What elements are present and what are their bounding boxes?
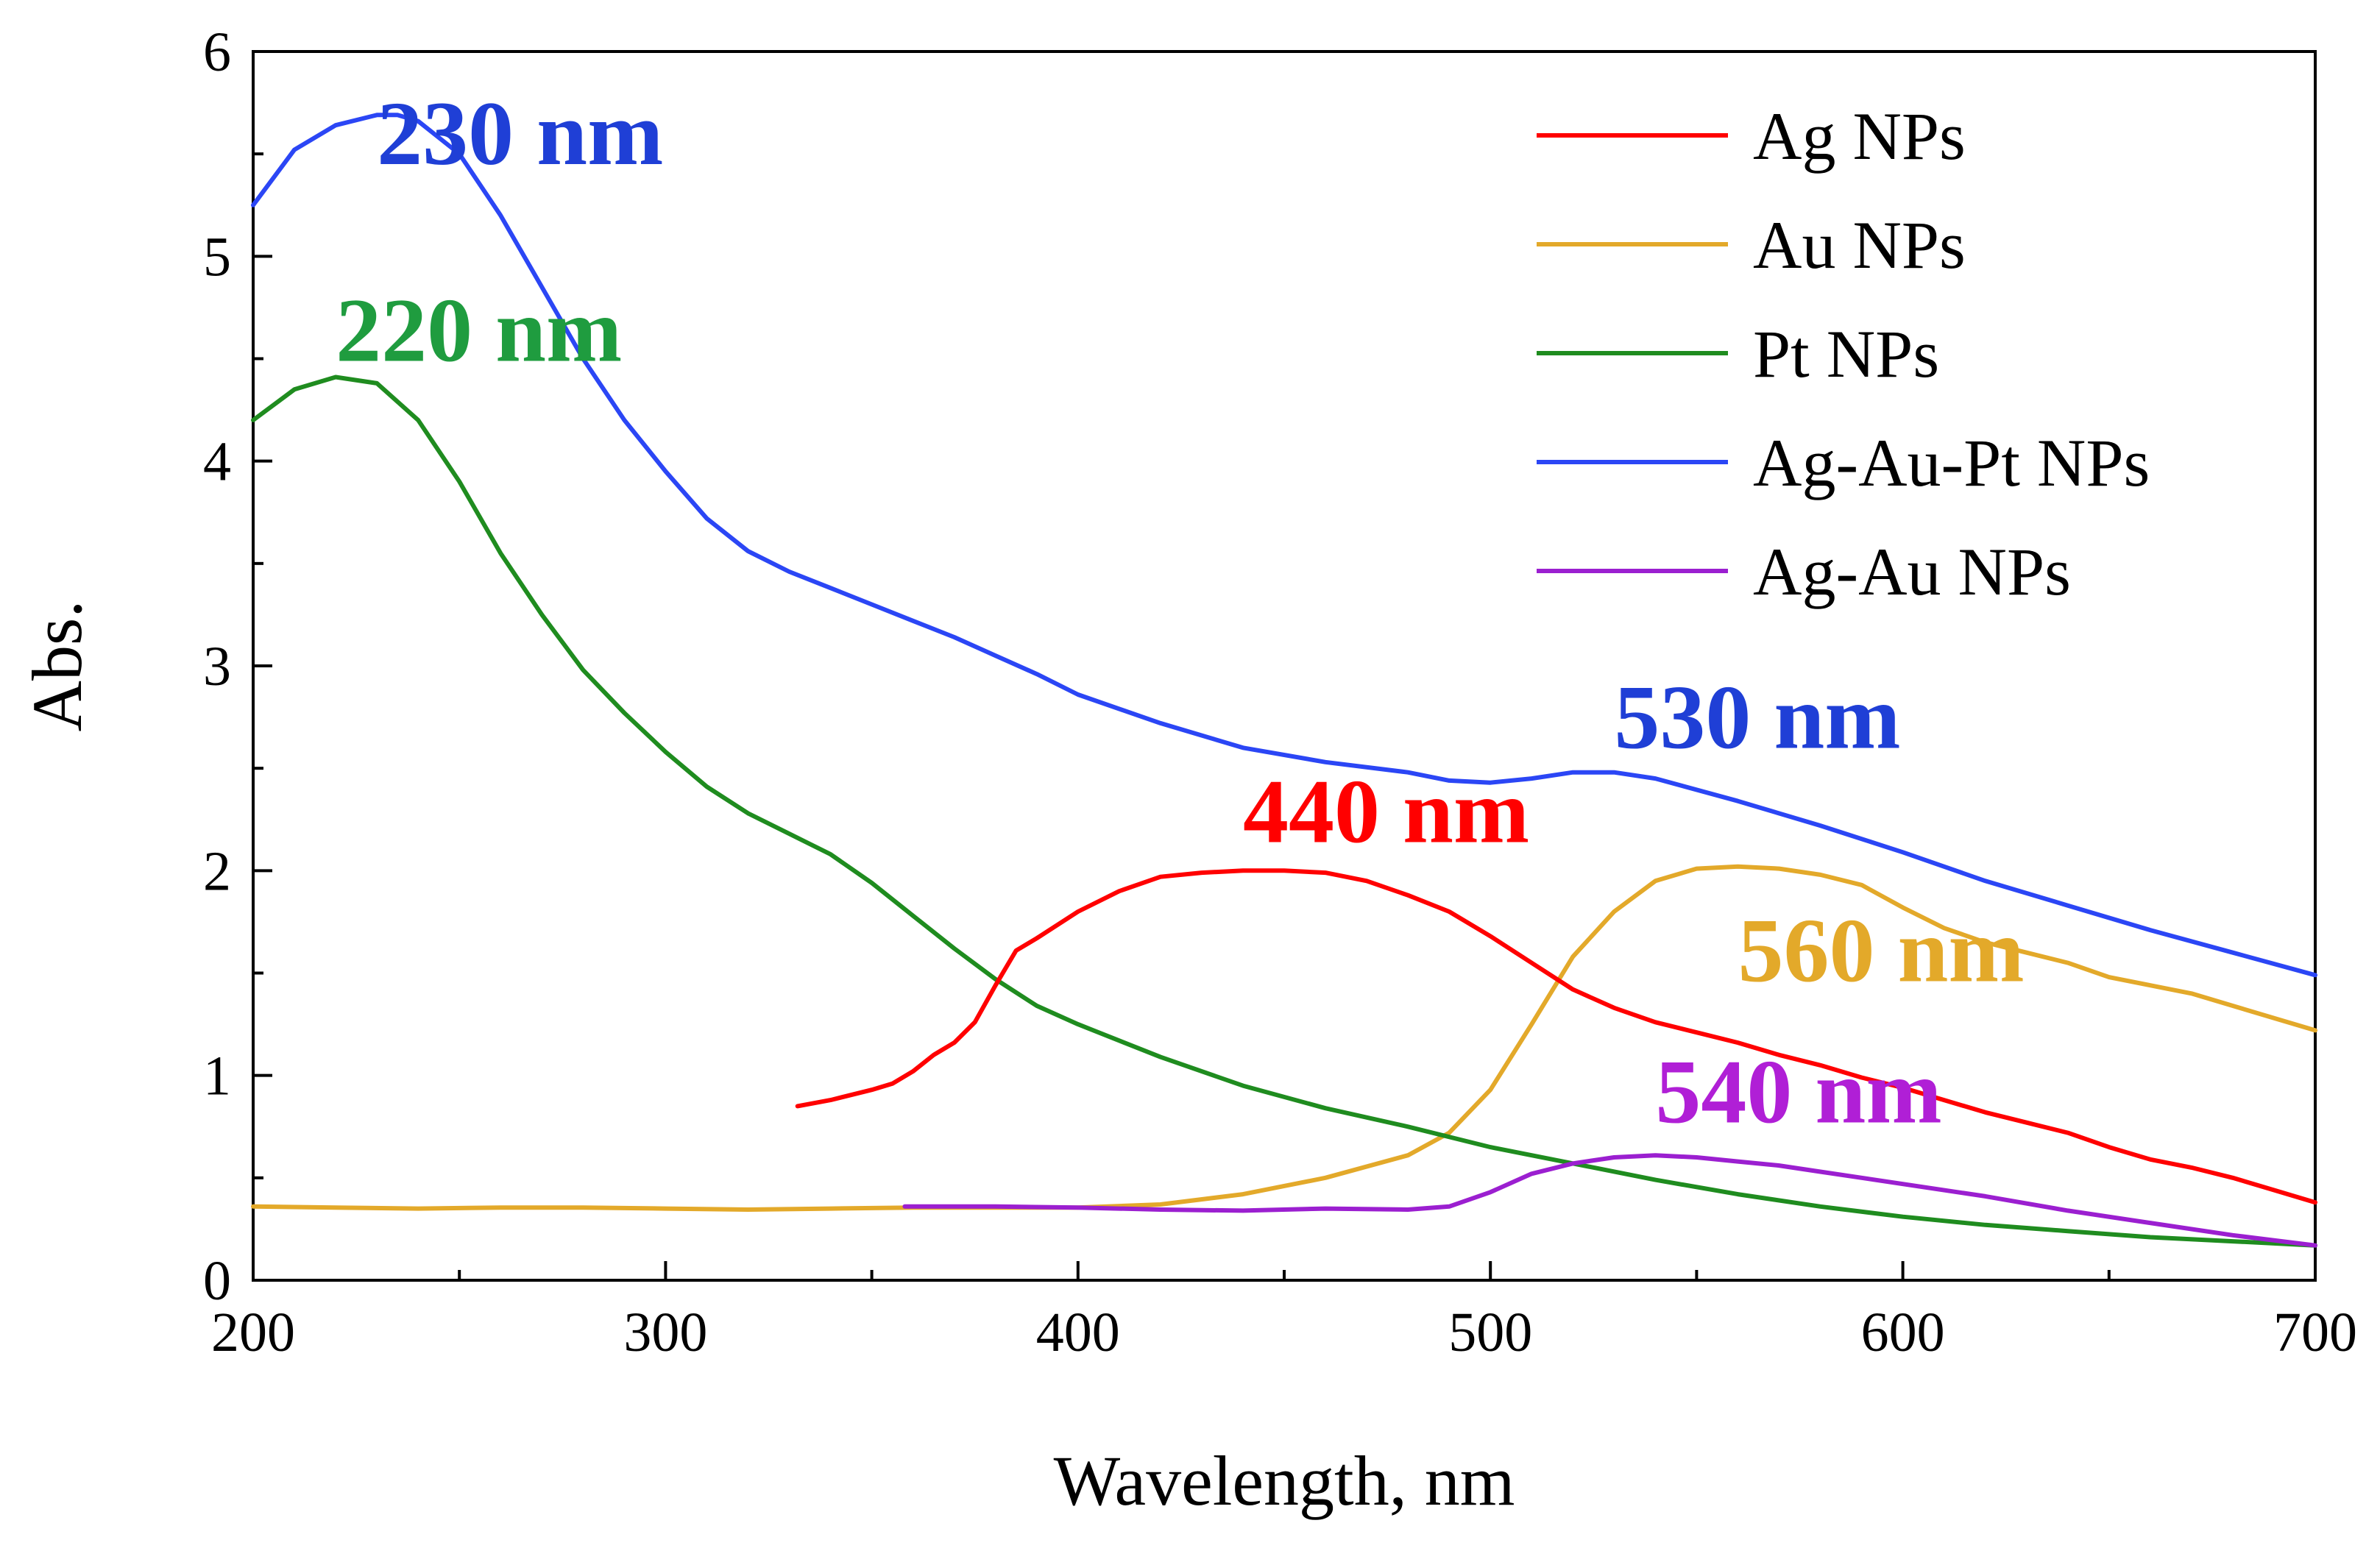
- legend: Ag NPs Au NPs Pt NPs Ag-Au-Pt NPs Ag-Au NPs: [1537, 99, 2150, 609]
- y-tick-label: 6: [203, 21, 231, 83]
- y-tick-label: 4: [203, 431, 231, 493]
- legend-label-ag-au-nps: Ag-Au NPs: [1753, 534, 2071, 609]
- x-tick-label: 300: [623, 1302, 707, 1363]
- legend-label-au-nps: Au NPs: [1753, 207, 1966, 283]
- y-axis-title: Abs.: [18, 600, 96, 732]
- y-tick-label: 2: [203, 840, 231, 902]
- peak-label-440-nm: 440 nm: [1243, 761, 1529, 862]
- x-tick-label: 400: [1036, 1302, 1120, 1363]
- series-line-ag-au-nps: [902, 1153, 2317, 1248]
- legend-label-ag-au-pt-nps: Ag-Au-Pt NPs: [1753, 425, 2150, 500]
- legend-label-pt-nps: Pt NPs: [1753, 316, 1939, 391]
- y-tick-label: 0: [203, 1250, 231, 1312]
- peak-label-530-nm: 530 nm: [1614, 667, 1900, 767]
- x-axis-title: Wavelength, nm: [1054, 1441, 1515, 1520]
- x-tick-label: 200: [211, 1302, 295, 1363]
- series-group: [251, 113, 2317, 1248]
- peak-label-560-nm: 560 nm: [1738, 901, 2024, 1001]
- legend-label-ag-nps: Ag NPs: [1753, 99, 1966, 174]
- x-tick-label: 500: [1448, 1302, 1532, 1363]
- axes: 200 300 400 500 600 700 0 1 2 3 4 5 6: [203, 21, 2357, 1363]
- y-tick-label: 1: [203, 1046, 231, 1107]
- series-line-ag-nps: [795, 868, 2317, 1205]
- peak-label-220-nm: 220 nm: [336, 280, 622, 380]
- series-line-pt-nps: [251, 375, 2317, 1248]
- peak-label-540-nm: 540 nm: [1655, 1042, 1941, 1143]
- x-tick-label: 700: [2273, 1302, 2357, 1363]
- peak-label-230-nm: 230 nm: [377, 83, 663, 184]
- y-tick-label: 5: [203, 226, 231, 288]
- series-line-ag-au-pt-nps: [251, 113, 2317, 978]
- peak-annotations: 230 nm 220 nm 530 nm 440 nm 560 nm 540 nm: [336, 83, 2025, 1143]
- series-line-au-nps: [251, 864, 2317, 1212]
- x-tick-label: 600: [1861, 1302, 1945, 1363]
- y-tick-label: 3: [203, 636, 231, 698]
